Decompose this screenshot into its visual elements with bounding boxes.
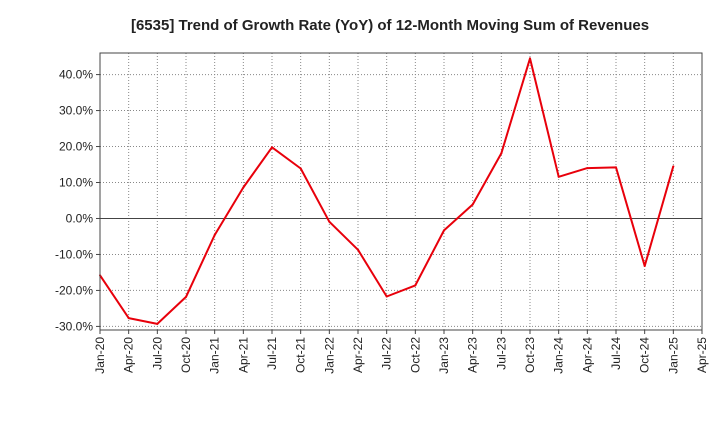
x-tick-label: Jan-24 bbox=[552, 337, 566, 374]
x-tick-label: Jul-21 bbox=[265, 337, 279, 370]
data-point bbox=[414, 284, 417, 287]
plot-border bbox=[99, 52, 703, 331]
data-point bbox=[557, 175, 560, 178]
chart-title: [6535] Trend of Growth Rate (YoY) of 12-… bbox=[131, 17, 649, 34]
data-point bbox=[127, 317, 130, 320]
data-point bbox=[357, 248, 359, 251]
x-tick-label: Jan-23 bbox=[437, 337, 451, 374]
x-tick-label: Jan-25 bbox=[666, 337, 680, 374]
x-tick-label: Jan-20 bbox=[93, 337, 107, 374]
x-tick-label: Jul-23 bbox=[494, 337, 508, 370]
plot-frame bbox=[99, 52, 703, 331]
y-tick-label: -30.0% bbox=[55, 319, 93, 333]
x-tick-label: Jul-20 bbox=[150, 337, 164, 370]
x-tick-label: Apr-21 bbox=[236, 337, 250, 373]
data-point bbox=[299, 167, 302, 170]
x-tick-label: Oct-22 bbox=[408, 337, 422, 373]
data-point bbox=[586, 167, 589, 170]
y-tick-label: 30.0% bbox=[59, 104, 93, 118]
x-tick-label: Jan-21 bbox=[208, 337, 222, 374]
data-point bbox=[529, 57, 531, 60]
x-tick-label: Apr-22 bbox=[351, 337, 365, 373]
y-tick-label: 20.0% bbox=[59, 140, 93, 154]
y-axis: -30.0% -20.0% -10.0% 0.0% 10.0% 20.0% 30.0% 40.… bbox=[55, 68, 100, 333]
y-tick-label: -10.0% bbox=[55, 247, 93, 261]
x-tick-label: Jul-24 bbox=[609, 337, 623, 370]
data-point bbox=[643, 264, 646, 267]
data-point bbox=[271, 146, 273, 149]
data-point bbox=[213, 234, 216, 237]
x-tick-label: Oct-21 bbox=[294, 337, 308, 373]
data-point bbox=[672, 165, 675, 168]
data-point bbox=[443, 229, 445, 232]
x-tick-label: Apr-24 bbox=[580, 337, 594, 373]
data-point bbox=[156, 322, 159, 325]
data-point bbox=[500, 152, 503, 155]
x-tick-label: Apr-25 bbox=[695, 337, 709, 373]
data-point bbox=[242, 186, 245, 189]
x-tick-label: Oct-24 bbox=[638, 337, 652, 373]
x-axis: Jan-20 Apr-20 Jul-20 Oct-20 Jan-21 Apr-21 Jul-… bbox=[93, 330, 709, 374]
grid-lines bbox=[100, 53, 702, 330]
plot-background bbox=[100, 53, 702, 330]
y-tick-label: 10.0% bbox=[59, 176, 93, 190]
x-tick-label: Apr-20 bbox=[122, 337, 136, 373]
data-point bbox=[328, 220, 331, 223]
plot-area bbox=[100, 53, 702, 330]
x-tick-label: Oct-20 bbox=[179, 337, 193, 373]
x-tick-label: Oct-23 bbox=[523, 337, 537, 373]
x-tick-label: Jul-22 bbox=[380, 337, 394, 370]
data-point bbox=[471, 203, 474, 206]
y-tick-label: -20.0% bbox=[55, 283, 93, 297]
x-tick-label: Apr-23 bbox=[466, 337, 480, 373]
data-point bbox=[385, 295, 388, 298]
y-tick-label: 0.0% bbox=[66, 211, 94, 225]
x-tick-label: Jan-22 bbox=[322, 337, 336, 374]
data-point bbox=[615, 166, 617, 169]
data-point bbox=[185, 295, 187, 298]
y-tick-label: 40.0% bbox=[59, 68, 93, 82]
